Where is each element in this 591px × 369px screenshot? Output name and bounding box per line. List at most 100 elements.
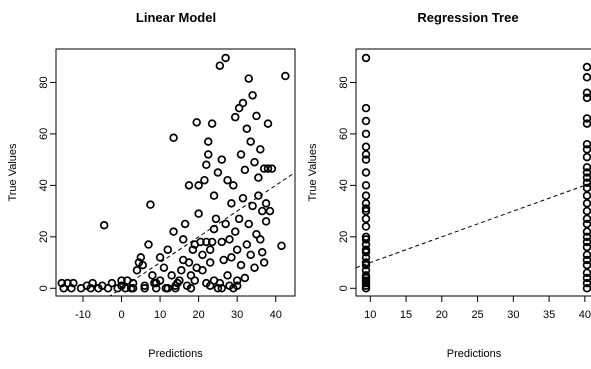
data-point bbox=[161, 264, 168, 271]
data-point bbox=[263, 200, 270, 207]
x-tick-label: -10 bbox=[75, 309, 91, 321]
data-point bbox=[182, 221, 189, 228]
data-point bbox=[247, 251, 254, 258]
data-point bbox=[240, 100, 247, 107]
data-point bbox=[584, 154, 591, 161]
data-point bbox=[259, 249, 266, 256]
data-point bbox=[363, 215, 370, 222]
data-point bbox=[249, 203, 256, 210]
data-point bbox=[211, 192, 218, 199]
data-point bbox=[218, 156, 225, 163]
data-point bbox=[249, 92, 256, 99]
data-point bbox=[584, 192, 591, 199]
data-point bbox=[224, 177, 231, 184]
data-point bbox=[213, 215, 220, 222]
data-point bbox=[238, 151, 245, 158]
data-point bbox=[147, 201, 154, 208]
data-point bbox=[263, 218, 270, 225]
x-tick-label: 0 bbox=[118, 309, 124, 321]
x-tick-label: 30 bbox=[231, 309, 243, 321]
data-point bbox=[238, 262, 245, 269]
plot-data bbox=[56, 55, 295, 332]
data-point bbox=[170, 134, 177, 141]
data-point bbox=[251, 159, 258, 166]
data-point bbox=[224, 272, 231, 279]
data-point bbox=[253, 112, 260, 119]
data-point bbox=[257, 236, 264, 243]
data-point bbox=[170, 228, 177, 235]
data-point bbox=[207, 259, 214, 266]
data-point bbox=[363, 143, 370, 150]
data-point bbox=[205, 138, 212, 145]
y-tick-label: 80 bbox=[38, 76, 50, 88]
y-axis-label: True Values bbox=[7, 143, 19, 202]
data-point bbox=[191, 277, 198, 284]
data-point bbox=[241, 275, 248, 282]
data-point bbox=[108, 280, 115, 287]
data-point bbox=[232, 114, 239, 121]
plot-frame bbox=[356, 49, 591, 296]
data-point bbox=[222, 221, 229, 228]
data-point bbox=[201, 177, 208, 184]
data-point bbox=[230, 182, 237, 189]
data-point bbox=[209, 120, 216, 127]
data-point bbox=[193, 119, 200, 126]
x-tick-label: 40 bbox=[270, 309, 282, 321]
data-point bbox=[251, 264, 258, 271]
data-point bbox=[363, 192, 370, 199]
data-point bbox=[226, 236, 233, 243]
y-tick-label: 20 bbox=[38, 231, 50, 243]
data-point bbox=[257, 146, 264, 153]
plot-data bbox=[356, 55, 591, 292]
y-tick-label: 60 bbox=[338, 128, 350, 140]
data-point bbox=[203, 161, 210, 168]
data-point bbox=[265, 120, 272, 127]
data-point bbox=[584, 200, 591, 207]
data-point bbox=[259, 208, 266, 215]
data-point bbox=[134, 267, 141, 274]
data-point bbox=[363, 105, 370, 112]
x-tick-label: 10 bbox=[364, 309, 376, 321]
x-tick-label: 40 bbox=[579, 309, 591, 321]
x-axis-label: Predictions bbox=[447, 348, 502, 360]
data-point bbox=[199, 267, 206, 274]
data-point bbox=[245, 75, 252, 82]
x-axis-label: Predictions bbox=[148, 348, 203, 360]
data-point bbox=[168, 272, 175, 279]
y-tick-label: 0 bbox=[38, 285, 50, 291]
data-point bbox=[220, 257, 227, 264]
data-point bbox=[267, 208, 274, 215]
data-point bbox=[232, 228, 239, 235]
data-point bbox=[247, 138, 254, 145]
identity-reference-line bbox=[356, 183, 591, 268]
y-axis-label: True Values bbox=[307, 143, 319, 202]
x-tick-label: 20 bbox=[193, 309, 205, 321]
data-point bbox=[164, 246, 171, 253]
y-tick-label: 80 bbox=[338, 76, 350, 88]
data-point bbox=[215, 169, 222, 176]
linear-model-panel: Linear ModelPredictionsTrue Values-10 0 10… bbox=[7, 10, 295, 360]
data-point bbox=[218, 239, 225, 246]
data-point bbox=[234, 246, 241, 253]
data-point bbox=[186, 182, 193, 189]
data-point bbox=[282, 73, 289, 80]
data-point bbox=[180, 257, 187, 264]
y-tick-label: 40 bbox=[38, 179, 50, 191]
data-point bbox=[195, 210, 202, 217]
data-point bbox=[178, 267, 185, 274]
regression-tree-panel: Regression TreePredictionsTrue Values10 1… bbox=[307, 10, 591, 360]
data-point bbox=[199, 251, 206, 258]
x-tick-label: 25 bbox=[471, 309, 483, 321]
y-tick-label: 60 bbox=[38, 128, 50, 140]
data-point bbox=[205, 151, 212, 158]
x-tick-label: 30 bbox=[507, 309, 519, 321]
data-point bbox=[255, 174, 262, 181]
y-tick-label: 0 bbox=[338, 285, 350, 291]
data-point bbox=[222, 55, 229, 62]
data-point bbox=[243, 125, 250, 132]
x-tick-label: 35 bbox=[543, 309, 555, 321]
data-point bbox=[363, 169, 370, 176]
data-point bbox=[363, 131, 370, 138]
data-point bbox=[207, 246, 214, 253]
